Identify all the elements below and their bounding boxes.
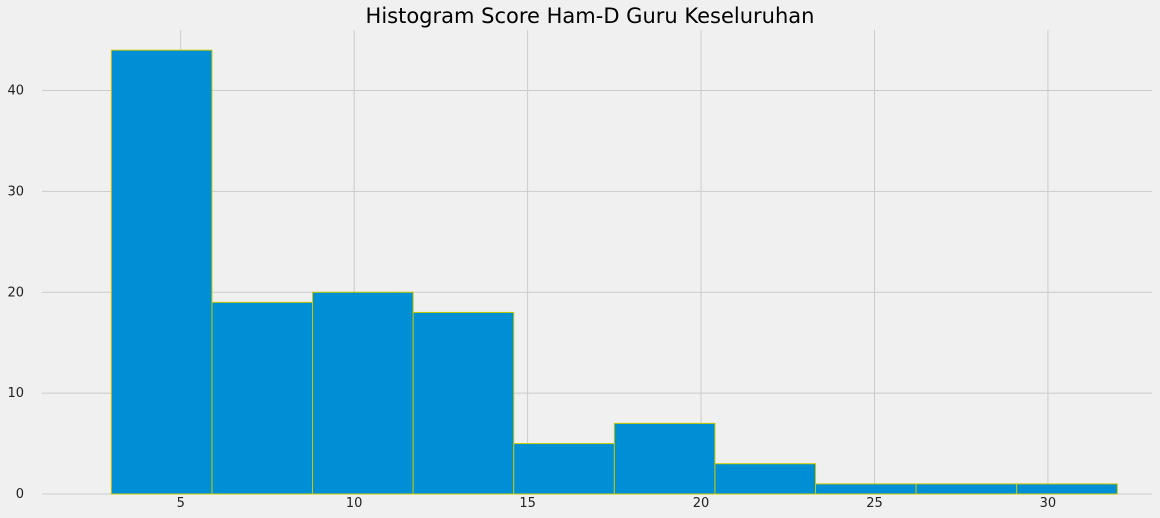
x-tick-label: 30 — [1040, 496, 1057, 511]
x-tick-label: 25 — [866, 496, 883, 511]
histogram-bar — [815, 483, 917, 495]
y-tick-label: 20 — [7, 285, 24, 300]
histogram-bar — [915, 483, 1018, 495]
histogram-bar — [1016, 483, 1118, 495]
histogram-bar — [714, 463, 817, 495]
y-axis-ticks: 0 10 20 30 40 — [7, 84, 24, 502]
y-tick-label: 10 — [7, 386, 24, 401]
histogram-bar — [613, 422, 716, 495]
y-tick-label: 40 — [7, 84, 24, 99]
histogram-bar — [211, 301, 314, 495]
x-tick-label: 5 — [177, 496, 185, 511]
bars-layer — [110, 49, 1118, 495]
histogram-bar — [110, 49, 213, 495]
x-axis-ticks: 5 10 15 20 25 30 — [177, 496, 1057, 511]
y-tick-label: 0 — [16, 487, 24, 502]
chart-title: Histogram Score Ham-D Guru Keseluruhan — [366, 4, 815, 28]
x-tick-label: 10 — [346, 496, 363, 511]
histogram-bar — [513, 443, 615, 495]
histogram-bar — [312, 291, 414, 495]
x-tick-label: 20 — [693, 496, 710, 511]
y-tick-label: 30 — [7, 184, 24, 199]
histogram-bar — [412, 311, 515, 495]
x-tick-label: 15 — [519, 496, 536, 511]
